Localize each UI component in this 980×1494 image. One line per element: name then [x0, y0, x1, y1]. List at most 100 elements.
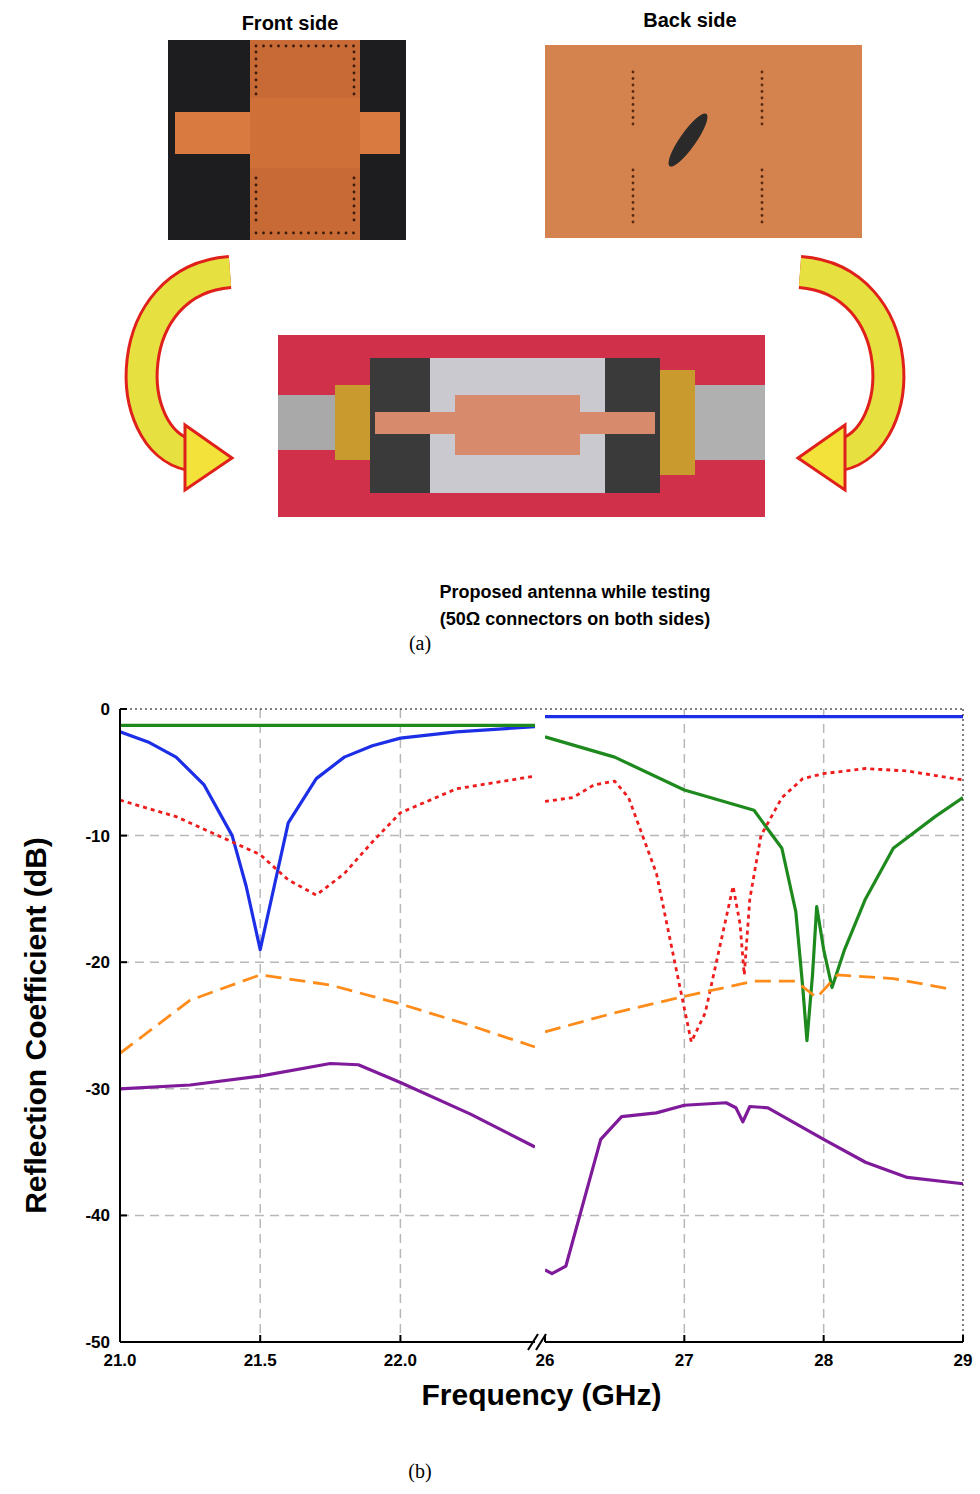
tick-label: 28 [814, 1351, 833, 1370]
via [632, 116, 635, 119]
arrow [142, 272, 232, 490]
via [761, 110, 764, 113]
grid-line [545, 1088, 963, 1090]
via [353, 58, 356, 61]
slot [663, 109, 713, 171]
series-line [120, 725, 963, 1040]
via [632, 97, 635, 100]
via [761, 175, 764, 178]
caption: (50Ω connectors on both sides) [440, 609, 710, 629]
background [278, 335, 765, 517]
via [632, 84, 635, 87]
via [761, 195, 764, 198]
grid-line [120, 835, 535, 837]
via [632, 103, 635, 106]
grid [120, 709, 963, 1342]
grid-line [259, 709, 261, 1342]
via [632, 110, 635, 113]
via [632, 201, 635, 204]
tick-label: 26 [536, 1351, 555, 1370]
axes [120, 709, 963, 1350]
via [353, 191, 356, 194]
connector-flange [660, 370, 695, 475]
via [632, 175, 635, 178]
right-frame [963, 709, 964, 1342]
tick-label: -20 [85, 953, 110, 972]
via [632, 169, 635, 172]
top-frame [120, 709, 963, 710]
tick [823, 1335, 825, 1342]
via [761, 201, 764, 204]
tick-label: 0 [101, 700, 110, 719]
via [761, 90, 764, 93]
test-photo [278, 335, 765, 517]
via [632, 123, 635, 126]
via [285, 45, 288, 48]
via [322, 45, 325, 48]
grid-line [120, 961, 535, 963]
series-line [120, 717, 963, 950]
via [353, 65, 356, 68]
via [761, 123, 764, 126]
axis-title: Reflection Coefficient (dB) [19, 837, 52, 1214]
via [255, 191, 258, 194]
photo-title: Back side [643, 9, 736, 31]
grid-line [120, 1215, 535, 1217]
via [345, 45, 348, 48]
tick-label: -50 [85, 1333, 110, 1352]
figure: Front sideBack sideProposed antenna whil… [0, 0, 980, 1494]
via [353, 86, 356, 89]
front-photo [168, 40, 406, 240]
via [353, 219, 356, 222]
via [255, 51, 258, 54]
grid-line [545, 835, 963, 837]
via [337, 45, 340, 48]
via [307, 45, 310, 48]
via [353, 212, 356, 215]
via [632, 188, 635, 191]
series-line [120, 975, 949, 1053]
tick-label: 27 [675, 1351, 694, 1370]
via [255, 232, 258, 235]
grid-line [684, 709, 686, 1342]
substrate [370, 358, 660, 493]
via [255, 45, 258, 48]
series-line [120, 769, 963, 1042]
via [300, 232, 303, 235]
patch [250, 40, 360, 240]
via [632, 195, 635, 198]
via [255, 58, 258, 61]
via [345, 232, 348, 235]
via [337, 232, 340, 235]
via [255, 205, 258, 208]
photo-title: Front side [242, 12, 339, 34]
tick [399, 1335, 401, 1342]
axis-break [536, 1334, 546, 1350]
via [353, 177, 356, 180]
via [255, 184, 258, 187]
via [353, 79, 356, 82]
via [262, 45, 265, 48]
tick-label: 21.5 [244, 1351, 277, 1370]
via [761, 188, 764, 191]
via [255, 79, 258, 82]
via [761, 208, 764, 211]
grid-line [545, 1215, 963, 1217]
grid-line [120, 1088, 535, 1090]
tick-label: 22.0 [384, 1351, 417, 1370]
via [632, 77, 635, 80]
via [353, 93, 356, 96]
via [255, 198, 258, 201]
tick [120, 835, 127, 837]
via [330, 45, 333, 48]
via [255, 177, 258, 180]
tick-label: 21.0 [103, 1351, 136, 1370]
grid-line [400, 709, 402, 1342]
via [353, 205, 356, 208]
via [255, 72, 258, 75]
connector [695, 385, 765, 460]
via [277, 232, 280, 235]
via [307, 232, 310, 235]
y-axis [119, 709, 121, 1342]
grid-line [823, 709, 825, 1342]
